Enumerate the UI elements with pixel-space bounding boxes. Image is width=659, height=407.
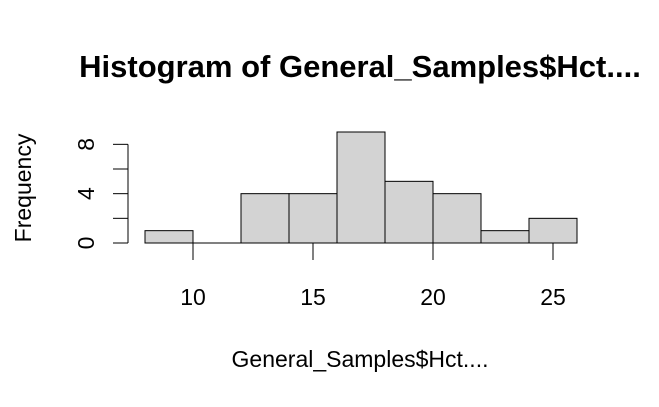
histogram-bar [336, 131, 386, 244]
histogram-bar [528, 217, 578, 244]
x-axis-label: General_Samples$Hct.... [232, 346, 489, 372]
x-tick-label: 15 [300, 284, 326, 310]
y-axis: 0 4 8 [73, 138, 129, 250]
chart-title: Histogram of General_Samples$Hct.... [79, 49, 641, 84]
histogram-bar [144, 230, 194, 244]
histogram-bar [240, 193, 290, 244]
y-tick-label: 8 [73, 138, 99, 151]
histogram-bar [384, 180, 434, 244]
x-axis: 10 15 20 25 [180, 242, 566, 310]
x-tick-label: 25 [540, 284, 566, 310]
x-tick-label: 20 [420, 284, 446, 310]
bars-group [144, 131, 578, 244]
y-axis-label: Frequency [10, 133, 36, 242]
x-tick-label: 10 [180, 284, 206, 310]
histogram-bar [432, 193, 482, 244]
histogram-bar [288, 193, 338, 244]
histogram-bar [480, 230, 530, 244]
y-tick-label: 4 [73, 187, 99, 200]
y-tick-label: 0 [73, 237, 99, 250]
